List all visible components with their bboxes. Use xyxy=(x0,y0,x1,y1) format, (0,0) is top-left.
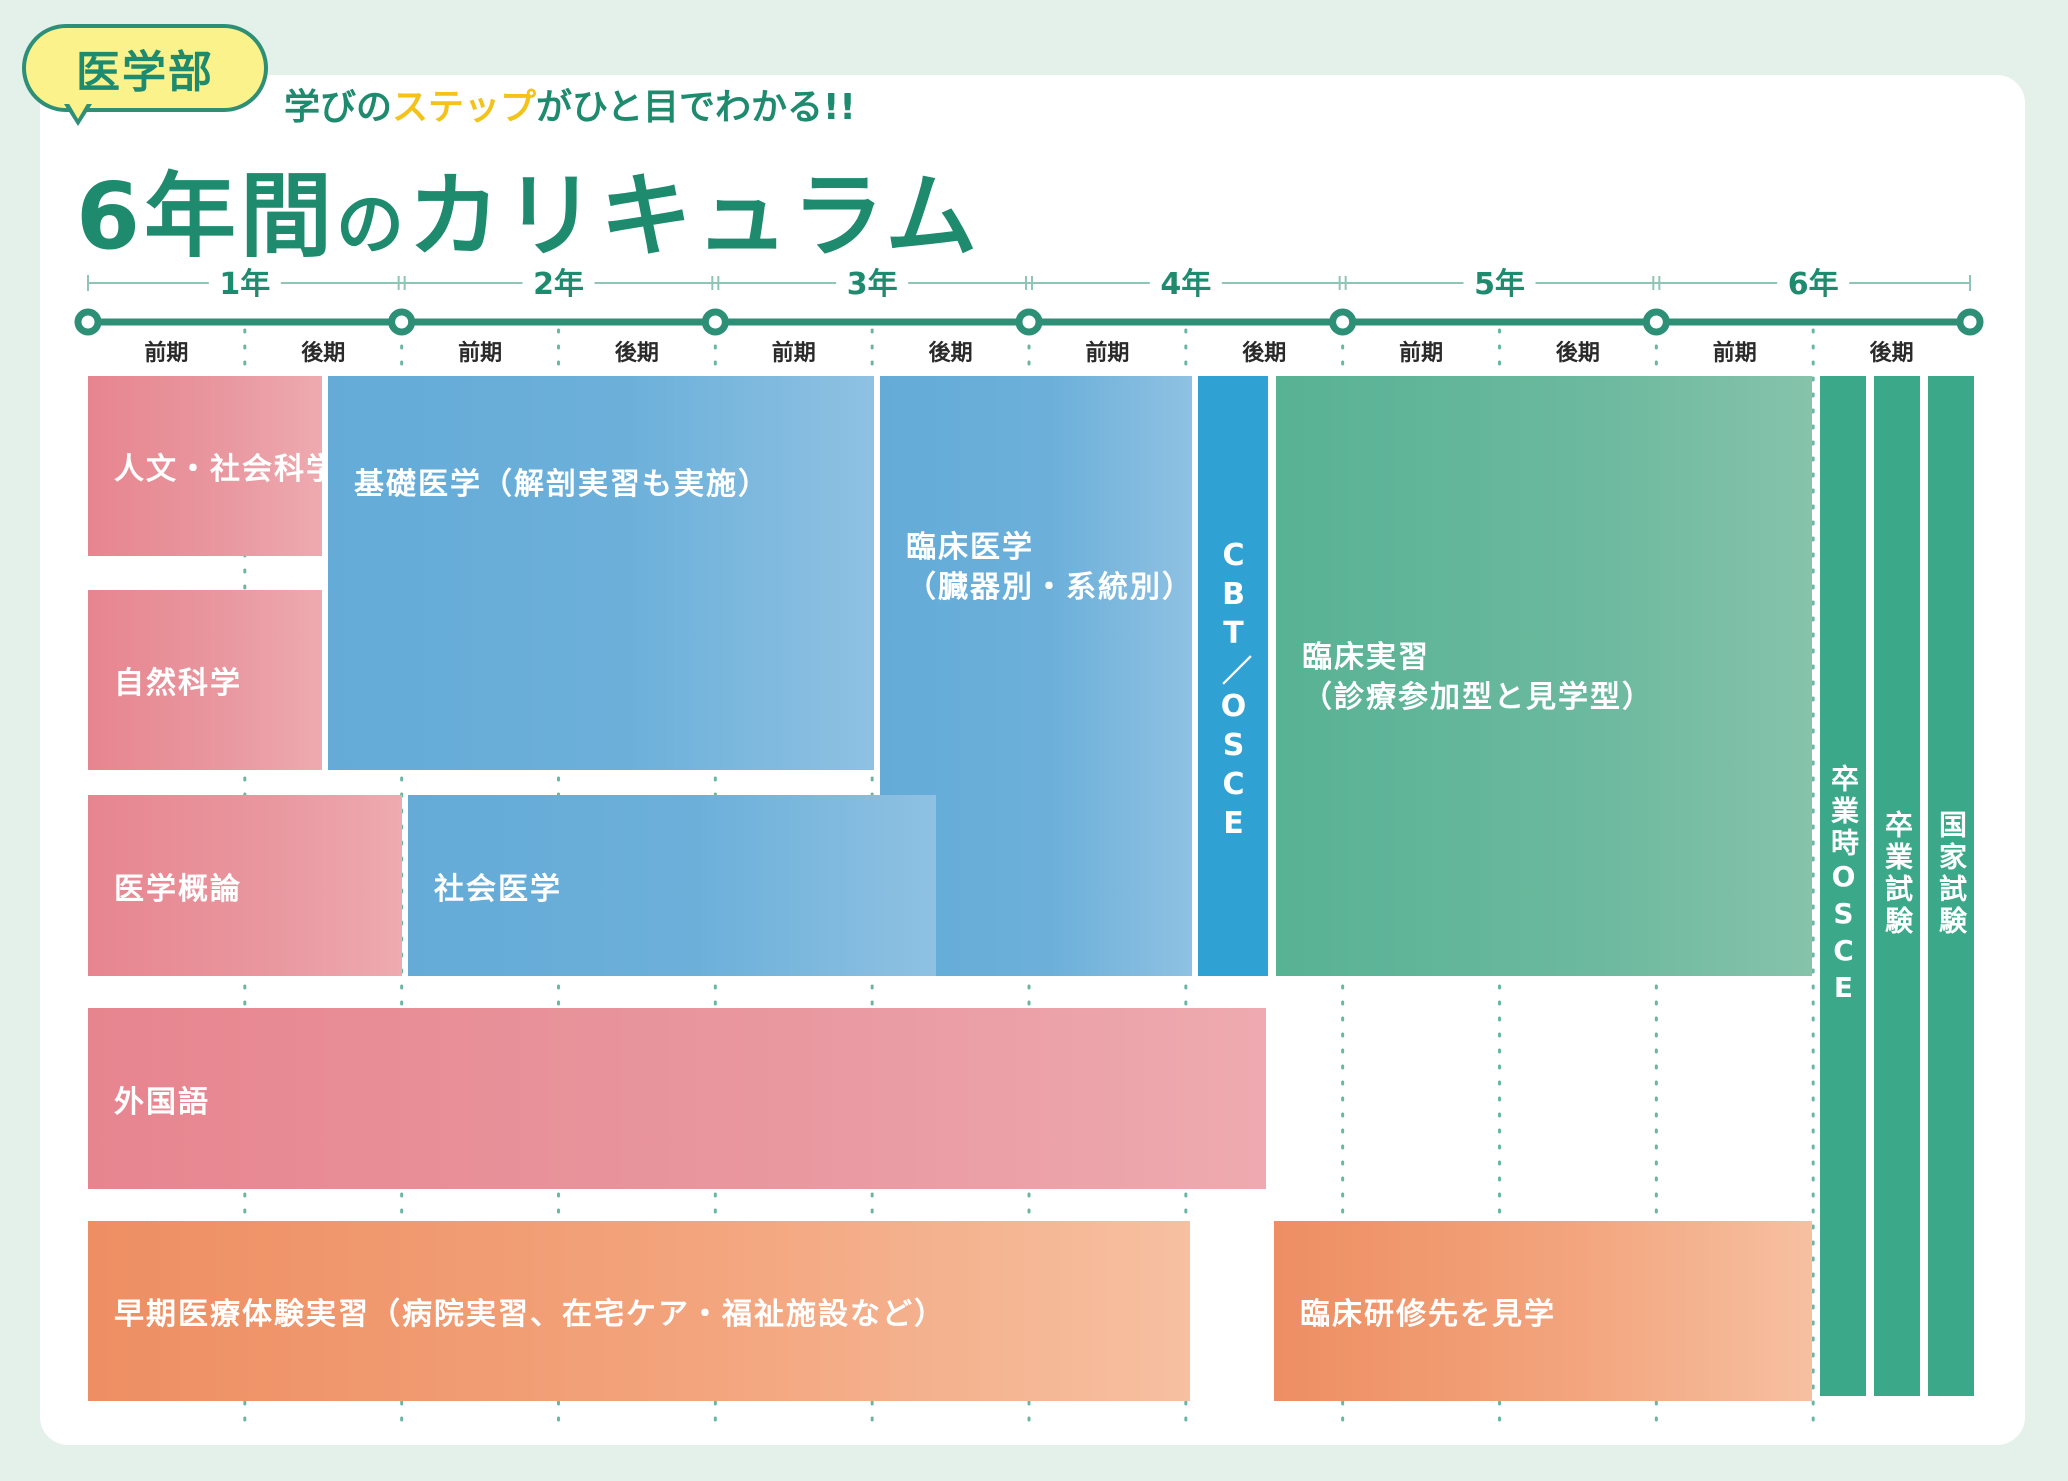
year-node xyxy=(1956,308,1984,336)
block-kokka-shiken: 国家試験 xyxy=(1928,376,1974,1396)
year-label-bg xyxy=(522,263,595,303)
block-shizen-kagaku: 自然科学 xyxy=(88,590,322,770)
term-label: 前期 xyxy=(144,340,188,366)
block-cbt-osce: CBT／OSCE xyxy=(1198,376,1268,976)
year-label-bg xyxy=(1463,263,1536,303)
year-label: 2年 xyxy=(533,267,584,302)
year-label: 3年 xyxy=(847,267,898,302)
year-label: 1年 xyxy=(219,267,270,302)
year-node xyxy=(701,308,729,336)
block-gaikokugo: 外国語 xyxy=(88,1008,1266,1189)
block-kiso-igaku: 基礎医学（解剖実習も実施） xyxy=(328,376,874,770)
subtitle-highlight: ステップ xyxy=(392,87,537,128)
year-ruler: 1年 2年 3年 4年 5年 6年 xyxy=(87,263,1971,303)
year-node xyxy=(1642,308,1670,336)
year-label-bg xyxy=(1149,263,1222,303)
page-title: 6年間のカリキュラム xyxy=(76,163,982,270)
term-label: 前期 xyxy=(1399,340,1443,366)
year-label: 6年 xyxy=(1788,267,1839,302)
term-timeline xyxy=(74,308,1984,336)
year-node xyxy=(388,308,416,336)
block-sotsugyo-osce: 卒業時OSCE xyxy=(1820,376,1866,1396)
year-node xyxy=(1329,308,1357,336)
term-label: 後期 xyxy=(1242,340,1286,366)
term-label: 後期 xyxy=(1870,340,1914,366)
term-label: 前期 xyxy=(1713,340,1757,366)
term-label: 後期 xyxy=(929,340,973,366)
term-label: 前期 xyxy=(458,340,502,366)
block-shakai-igaku: 社会医学 xyxy=(408,795,936,976)
block-igaku-gairon: 医学概論 xyxy=(88,795,402,976)
year-label-bg xyxy=(836,263,909,303)
year-label: 5年 xyxy=(1474,267,1525,302)
term-label: 後期 xyxy=(1556,340,1600,366)
subtitle: 学びのステップがひと目でわかる!! xyxy=(284,87,856,128)
block-soki-iryo-taiken: 早期医療体験実習（病院実習、在宅ケア・福祉施設など） xyxy=(88,1221,1190,1401)
term-label: 前期 xyxy=(772,340,816,366)
block-rinsho-jisshu: 臨床実習 （診療参加型と見学型） xyxy=(1276,376,1812,976)
block-rinsho-kenshu-kengaku: 臨床研修先を見学 xyxy=(1274,1221,1812,1401)
year-label-bg xyxy=(208,263,281,303)
term-labels: 前期 後期 前期 後期 前期 後期 前期 後期 前期 後期 前期 後期 xyxy=(144,340,1913,366)
term-label: 後期 xyxy=(301,340,345,366)
year-node xyxy=(74,308,102,336)
department-badge: 医学部 xyxy=(22,24,268,112)
year-label-bg xyxy=(1777,263,1850,303)
term-label: 前期 xyxy=(1085,340,1129,366)
year-label: 4年 xyxy=(1160,267,1211,302)
block-jinbun-shakai-kagaku: 人文・社会科学 xyxy=(88,376,336,556)
block-sotsugyo-shiken: 卒業試験 xyxy=(1874,376,1920,1396)
term-label: 後期 xyxy=(615,340,659,366)
year-node xyxy=(1015,308,1043,336)
